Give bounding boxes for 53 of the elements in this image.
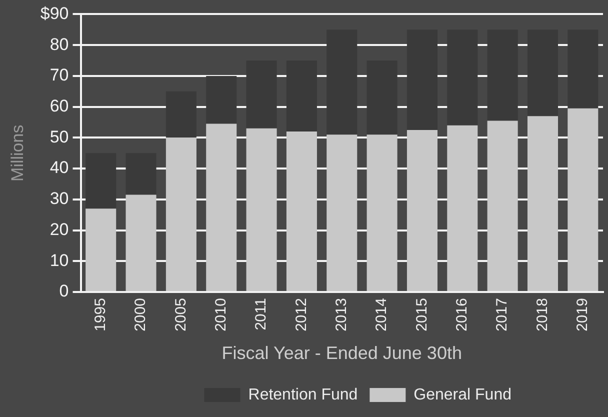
bar	[568, 108, 598, 292]
y-tick-label: 70	[50, 66, 69, 85]
y-tick-label: 40	[50, 158, 69, 178]
bar	[527, 116, 558, 292]
bar	[246, 60, 277, 128]
bar	[366, 60, 398, 135]
bar	[326, 134, 358, 292]
x-axis-title: Fiscal Year - Ended June 30th	[222, 343, 462, 364]
bar	[487, 30, 518, 121]
bar	[86, 208, 116, 292]
x-tick-label: 2014	[373, 298, 390, 332]
bar	[166, 138, 196, 292]
bar	[126, 153, 156, 195]
legend-label: General Fund	[414, 386, 512, 404]
bar	[206, 124, 237, 292]
x-tick-label: 2013	[333, 298, 350, 332]
bar	[568, 30, 598, 108]
bar	[406, 30, 438, 130]
bar	[487, 120, 518, 292]
x-tick-label: 2011	[252, 298, 270, 330]
bar	[366, 134, 398, 292]
y-tick-label: 10	[50, 250, 69, 270]
x-tick-label: 2017	[494, 298, 511, 332]
y-tick-label: 50	[50, 127, 69, 146]
x-tick-label: 2019	[574, 298, 592, 332]
bar	[166, 91, 196, 138]
bar	[447, 30, 478, 126]
bar	[527, 30, 558, 116]
bar	[286, 132, 317, 292]
legend-label: Retention Fund	[248, 386, 358, 404]
y-tick-label: 0	[59, 282, 69, 301]
bar	[447, 125, 478, 292]
y-axis-title: Millions	[8, 124, 27, 182]
x-tick-label: 2005	[172, 298, 190, 332]
x-tick-label: 2012	[292, 298, 310, 332]
y-tick-label: 80	[50, 34, 69, 54]
y-tick-label: $90	[40, 4, 69, 23]
bar	[126, 194, 156, 292]
y-tick-label: 30	[50, 189, 69, 208]
bar	[86, 153, 116, 209]
x-tick-label: 2010	[212, 298, 230, 332]
bar	[246, 128, 277, 292]
y-tick-label: 20	[50, 220, 69, 239]
bar	[206, 76, 237, 124]
y-tick-label: 60	[50, 96, 69, 116]
x-tick-label: 2016	[454, 298, 471, 332]
x-tick-label: 2018	[534, 298, 551, 332]
x-tick-label: 2015	[413, 298, 430, 332]
x-tick-label: 2000	[132, 298, 150, 332]
bar	[406, 130, 438, 292]
x-tick-label: 1995	[92, 298, 109, 332]
bar	[326, 30, 358, 135]
bar	[286, 60, 317, 132]
